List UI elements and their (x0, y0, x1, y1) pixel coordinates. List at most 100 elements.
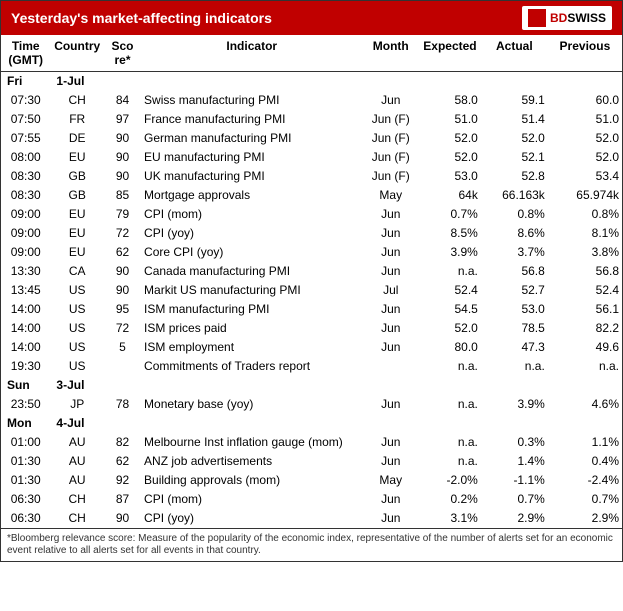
col-score: Sco re* (104, 35, 141, 72)
cell-expected: 54.5 (419, 300, 481, 319)
cell-indicator: Melbourne Inst inflation gauge (mom) (141, 433, 362, 452)
cell-previous: 65.974k (548, 186, 622, 205)
cell-score: 62 (104, 243, 141, 262)
col-indicator: Indicator (141, 35, 362, 72)
cell-expected: 3.1% (419, 509, 481, 528)
cell-score: 79 (104, 205, 141, 224)
cell-previous: -2.4% (548, 471, 622, 490)
cell-expected: n.a. (419, 357, 481, 376)
cell-indicator: CPI (mom) (141, 205, 362, 224)
cell-time: 08:00 (1, 148, 50, 167)
cell-time: 14:00 (1, 300, 50, 319)
cell-time: 08:30 (1, 167, 50, 186)
table-body: Fri1-Jul07:30CH84Swiss manufacturing PMI… (1, 72, 622, 528)
table-row: 07:30CH84Swiss manufacturing PMIJun58.05… (1, 91, 622, 110)
col-time: Time (GMT) (1, 35, 50, 72)
table-row: 08:30GB90UK manufacturing PMIJun (F)53.0… (1, 167, 622, 186)
table-row: 14:00US72ISM prices paidJun52.078.582.2 (1, 319, 622, 338)
cell-time: 01:00 (1, 433, 50, 452)
logo-text: BDSWISS (550, 11, 606, 25)
cell-expected: 52.0 (419, 319, 481, 338)
day-label: Sun (1, 376, 50, 395)
cell-time: 13:30 (1, 262, 50, 281)
cell-month: Jun (362, 452, 419, 471)
table-row: 06:30CH90CPI (yoy)Jun3.1%2.9%2.9% (1, 509, 622, 528)
cell-previous: 56.8 (548, 262, 622, 281)
cell-indicator: France manufacturing PMI (141, 110, 362, 129)
cell-actual: 0.7% (481, 490, 548, 509)
cell-time: 13:45 (1, 281, 50, 300)
cell-month: Jun (362, 243, 419, 262)
cell-country: US (50, 281, 104, 300)
cell-expected: 52.0 (419, 129, 481, 148)
cell-actual: 52.8 (481, 167, 548, 186)
report-container: Yesterday's market-affecting indicators … (0, 0, 623, 562)
cell-expected: 51.0 (419, 110, 481, 129)
cell-indicator: CPI (yoy) (141, 509, 362, 528)
col-expected: Expected (419, 35, 481, 72)
cell-previous: 0.8% (548, 205, 622, 224)
cell-indicator: Core CPI (yoy) (141, 243, 362, 262)
cell-month: Jun (362, 205, 419, 224)
table-row: 08:00EU90EU manufacturing PMIJun (F)52.0… (1, 148, 622, 167)
footnote: *Bloomberg relevance score: Measure of t… (1, 528, 622, 561)
cell-time: 06:30 (1, 509, 50, 528)
cell-actual: 59.1 (481, 91, 548, 110)
header-bar: Yesterday's market-affecting indicators … (1, 1, 622, 35)
cell-actual: 56.8 (481, 262, 548, 281)
cell-score: 84 (104, 91, 141, 110)
cell-actual: 0.8% (481, 205, 548, 224)
cell-expected: n.a. (419, 433, 481, 452)
table-row: 19:30USCommitments of Traders reportn.a.… (1, 357, 622, 376)
cell-previous: 2.9% (548, 509, 622, 528)
cell-previous: 4.6% (548, 395, 622, 414)
cell-time: 14:00 (1, 319, 50, 338)
table-row: 06:30CH87CPI (mom)Jun0.2%0.7%0.7% (1, 490, 622, 509)
cell-time: 14:00 (1, 338, 50, 357)
cell-previous: 53.4 (548, 167, 622, 186)
cell-month: Jun (362, 395, 419, 414)
cell-time: 07:50 (1, 110, 50, 129)
cell-previous: 52.4 (548, 281, 622, 300)
cell-country: EU (50, 205, 104, 224)
cell-score: 90 (104, 167, 141, 186)
cell-score: 5 (104, 338, 141, 357)
cell-country: AU (50, 471, 104, 490)
cell-month: Jun (362, 509, 419, 528)
cell-indicator: Canada manufacturing PMI (141, 262, 362, 281)
table-row: 14:00US95ISM manufacturing PMIJun54.553.… (1, 300, 622, 319)
table-row: 09:00EU62Core CPI (yoy)Jun3.9%3.7%3.8% (1, 243, 622, 262)
cell-indicator: ISM employment (141, 338, 362, 357)
cell-expected: 58.0 (419, 91, 481, 110)
cell-month: May (362, 471, 419, 490)
cell-time: 06:30 (1, 490, 50, 509)
cell-previous: 60.0 (548, 91, 622, 110)
cell-previous: 52.0 (548, 148, 622, 167)
cell-indicator: German manufacturing PMI (141, 129, 362, 148)
cell-country: GB (50, 167, 104, 186)
cell-month: Jul (362, 281, 419, 300)
cell-time: 19:30 (1, 357, 50, 376)
cell-actual: 1.4% (481, 452, 548, 471)
col-previous: Previous (548, 35, 622, 72)
cell-country: US (50, 300, 104, 319)
cell-month: Jun (F) (362, 167, 419, 186)
cell-score: 90 (104, 262, 141, 281)
cell-month: Jun (F) (362, 110, 419, 129)
cell-expected: 3.9% (419, 243, 481, 262)
cell-country: EU (50, 148, 104, 167)
table-row: 13:45US90Markit US manufacturing PMIJul5… (1, 281, 622, 300)
cell-actual: 51.4 (481, 110, 548, 129)
cell-score: 90 (104, 148, 141, 167)
cell-country: GB (50, 186, 104, 205)
cell-score: 92 (104, 471, 141, 490)
cell-expected: 80.0 (419, 338, 481, 357)
cell-time: 09:00 (1, 224, 50, 243)
cell-expected: n.a. (419, 262, 481, 281)
cell-actual: 47.3 (481, 338, 548, 357)
cell-actual: 52.7 (481, 281, 548, 300)
cell-country: JP (50, 395, 104, 414)
cell-previous: 51.0 (548, 110, 622, 129)
table-row: 09:00EU72CPI (yoy)Jun8.5%8.6%8.1% (1, 224, 622, 243)
cell-actual: 52.1 (481, 148, 548, 167)
